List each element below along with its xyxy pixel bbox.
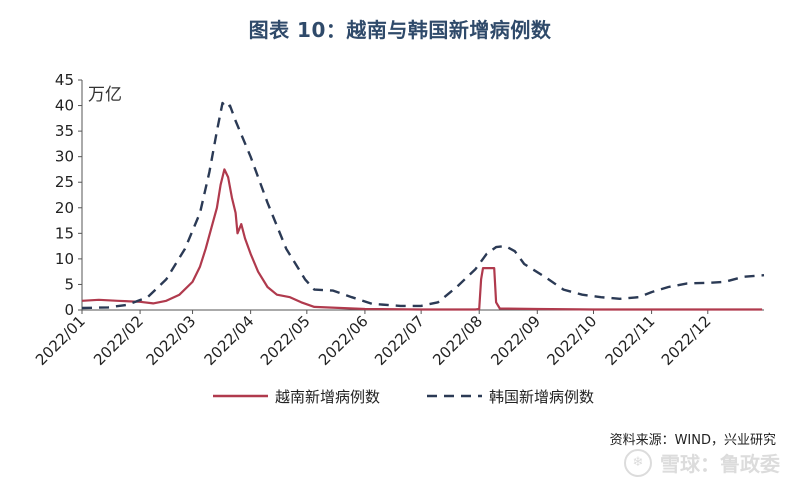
y-unit-label: 万亿 [88, 85, 122, 105]
x-tick-label: 2022/09 [487, 312, 544, 369]
series-line-2 [81, 101, 765, 310]
y-tick-label: 40 [55, 97, 74, 115]
x-tick-label: 2022/11 [602, 312, 659, 369]
y-tick-label: 5 [64, 275, 74, 293]
snowball-logo-icon: ❄ [624, 448, 652, 477]
series-line-1 [81, 168, 763, 311]
x-tick-label: 2022/08 [429, 312, 486, 369]
x-tick-label: 2022/01 [32, 312, 89, 369]
y-tick-label: 30 [55, 148, 74, 166]
x-tick-label: 2022/03 [143, 312, 200, 369]
x-tick-label: 2022/06 [315, 312, 372, 369]
x-tick-label: 2022/04 [201, 312, 258, 369]
x-tick-label: 2022/05 [257, 312, 314, 369]
legend-label-1: 越南新增病例数 [275, 388, 380, 406]
y-tick-labels: 0 5 10 15 20 25 30 35 40 45 [55, 71, 82, 319]
series-lines [81, 101, 765, 311]
legend-label-2: 韩国新增病例数 [489, 388, 594, 406]
x-tick-label: 2022/12 [658, 312, 715, 369]
axes [81, 80, 764, 311]
y-tick-label: 45 [55, 71, 74, 89]
y-tick-label: 35 [55, 122, 74, 140]
y-tick-label: 25 [55, 173, 74, 191]
legend: 越南新增病例数 韩国新增病例数 [213, 388, 594, 406]
x-tick-label: 2022/07 [371, 312, 428, 369]
watermark-text: 雪球：鲁政委 [660, 452, 780, 476]
x-tick-label: 2022/02 [90, 312, 147, 369]
y-tick-label: 20 [55, 199, 74, 217]
y-tick-label: 15 [55, 224, 74, 242]
x-tick-label: 2022/10 [544, 312, 601, 369]
y-tick-label: 0 [64, 301, 74, 319]
chart-title: 图表 10：越南与韩国新增病例数 [248, 18, 552, 42]
watermark: ❄ 雪球：鲁政委 [624, 448, 780, 477]
source-note: 资料来源：WIND，兴业研究 [609, 433, 776, 448]
y-tick-label: 10 [55, 250, 74, 268]
